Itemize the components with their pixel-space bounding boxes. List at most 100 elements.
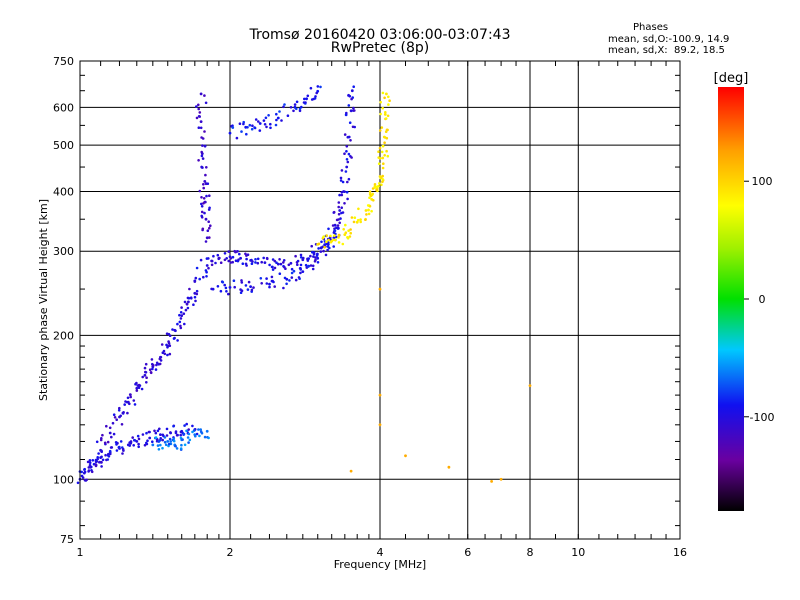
echo-point [172, 337, 176, 340]
echo-point [332, 210, 336, 214]
echo-point [121, 411, 125, 415]
echo-point [164, 443, 168, 447]
echo-point [344, 223, 347, 227]
echo-point [212, 254, 215, 258]
echo-point [384, 111, 387, 114]
echo-point [341, 242, 345, 246]
echo-point [263, 123, 267, 126]
echo-point [378, 129, 382, 132]
echo-point [176, 339, 179, 342]
echo-point [346, 160, 350, 164]
echo-point [325, 240, 328, 243]
echo-point [205, 264, 209, 267]
echo-point [88, 461, 92, 465]
echo-point [254, 258, 257, 261]
echo-point [244, 252, 247, 256]
echo-point [266, 257, 269, 261]
echo-point [141, 433, 145, 436]
echo-point [202, 275, 205, 279]
echo-point [203, 211, 206, 215]
echo-point [200, 196, 203, 199]
echo-point [202, 197, 206, 200]
echo-point [276, 116, 280, 120]
echo-point [343, 133, 347, 136]
echo-point [264, 116, 268, 120]
echo-point [193, 280, 197, 283]
echo-point [145, 381, 148, 384]
echo-point [339, 217, 342, 220]
echo-point [187, 296, 191, 300]
echo-point [357, 207, 360, 211]
echo-point [197, 159, 200, 162]
echo-point [251, 124, 254, 127]
echo-point [297, 276, 301, 279]
echo-point [205, 257, 209, 260]
echo-point [302, 256, 305, 260]
echo-point [209, 224, 212, 227]
echo-point [80, 470, 83, 474]
echo-point [347, 104, 351, 107]
echo-point [204, 173, 207, 177]
echo-point [499, 477, 503, 481]
echo-point [203, 180, 207, 183]
echo-point [162, 349, 166, 353]
echo-point [345, 150, 348, 153]
echo-point [156, 444, 160, 447]
echo-point [227, 292, 230, 296]
echo-point [359, 220, 363, 224]
echo-point [193, 291, 197, 295]
echo-point [306, 259, 310, 262]
echo-point [113, 416, 117, 419]
echo-point [271, 265, 274, 269]
echo-point [265, 277, 268, 280]
echo-point [379, 112, 382, 116]
echo-point [161, 446, 164, 450]
echo-point [242, 122, 245, 126]
echo-point [298, 107, 302, 111]
echo-point [347, 177, 351, 181]
echo-point [203, 435, 207, 439]
echo-point [316, 85, 320, 88]
echo-point [186, 436, 190, 439]
echo-point [203, 130, 206, 133]
echo-point [97, 452, 100, 455]
echo-point [191, 430, 194, 434]
x-axis-label: Frequency [MHz] [334, 558, 426, 571]
echo-point [194, 276, 198, 280]
echo-point [239, 291, 243, 295]
echo-point [344, 113, 348, 117]
echo-point [294, 278, 298, 282]
echo-point [235, 250, 238, 253]
echo-point [96, 456, 99, 459]
echo-point [153, 429, 156, 433]
echo-point [333, 234, 336, 237]
echo-point [336, 224, 340, 227]
echo-point [377, 162, 381, 165]
echo-point [154, 368, 158, 371]
echo-point [197, 428, 200, 431]
y-tick-label: 400 [53, 185, 74, 198]
echo-point [109, 452, 112, 456]
echo-point [137, 437, 141, 441]
echo-point [375, 188, 378, 192]
echo-point [364, 218, 367, 221]
echo-point [265, 125, 268, 129]
echo-point [322, 249, 325, 253]
echo-point [380, 150, 384, 154]
echo-point [257, 120, 260, 123]
echo-point [128, 402, 131, 406]
echo-point [157, 448, 161, 451]
echo-point [299, 255, 303, 259]
echo-point [214, 261, 217, 265]
x-tick-label: 1 [77, 546, 84, 559]
echo-point [388, 99, 391, 102]
echo-point [344, 170, 348, 173]
echo-point [235, 136, 239, 140]
echo-point [199, 92, 203, 96]
echo-point [210, 263, 214, 267]
echo-point [227, 259, 230, 263]
echo-point [195, 266, 199, 270]
echo-point [198, 115, 201, 118]
echo-point [195, 432, 199, 436]
echo-point [104, 453, 107, 457]
